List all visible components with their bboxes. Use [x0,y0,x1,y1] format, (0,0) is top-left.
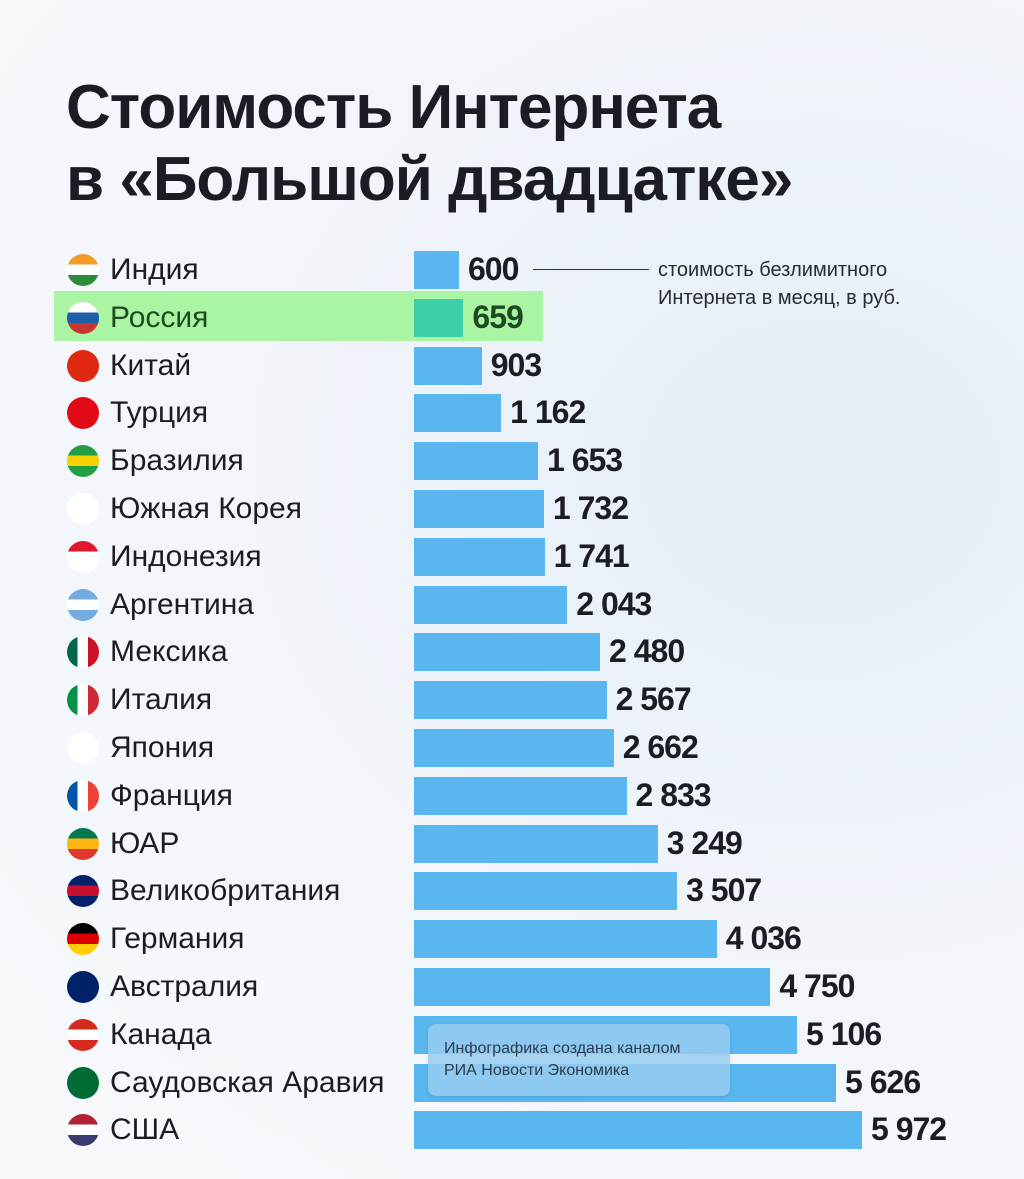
value-label: 2 833 [635,776,712,813]
flag-icon [67,1018,99,1051]
flag-icon [67,397,99,430]
flag-icon [67,540,99,573]
value-label: 600 [468,251,519,287]
bar-row: Китай 903 [0,343,1024,391]
category-label: Япония [110,731,215,764]
bar-row: Япония 2 662 [0,725,1024,773]
value-label: 1 741 [553,537,630,574]
value-label: 3 249 [666,824,743,861]
category-label: Мексика [110,635,228,669]
flag-icon [67,875,99,908]
flag-icon [67,779,99,812]
flag-icon [67,923,99,956]
value-label: 1 653 [547,442,623,479]
value-label: 2 480 [609,633,685,670]
category-label: Индонезия [110,539,262,573]
bar [414,776,627,815]
bar-row: Индонезия 1 741 [0,534,1024,582]
category-label: Италия [110,683,213,717]
value-label: 1 162 [510,394,586,431]
value-label: 1 732 [552,490,629,526]
bar-row: ЮАР 3 249 [0,821,1024,869]
flag-icon [67,636,99,669]
bar [414,298,464,337]
value-label: 2 662 [622,729,699,765]
value-label: 2 043 [576,585,652,622]
category-label: США [110,1113,180,1147]
bar-row: Аргентина 2 043 [0,582,1024,630]
annotation-leader-line [533,269,649,270]
flag-icon [67,588,99,621]
value-label: 2 567 [615,681,692,718]
bar [414,1111,862,1150]
value-label: 5 972 [871,1111,947,1148]
bar-row: Великобритания 3 507 [0,868,1024,916]
chart-title: Стоимость Интернета в «Большой двадцатке» [66,73,793,214]
value-label: 903 [490,346,542,383]
bar [414,251,459,289]
flag-icon [67,445,99,478]
value-label: 659 [472,298,523,335]
category-label: Саудовская Аравия [110,1065,385,1099]
bar-row: Мексика 2 480 [0,629,1024,677]
credit-box: Инфографика создана каналом РИА Новости … [428,1024,730,1096]
value-label: 3 507 [686,872,762,909]
flag-icon [67,971,99,1003]
bar [414,681,607,720]
value-label: 4 036 [725,920,802,957]
value-label: 4 750 [779,968,855,1004]
category-label: Бразилия [110,444,244,478]
bar [414,585,568,624]
bar-row: Индия 600 [0,247,1024,295]
credit-line-1: Инфографика создана каналом [444,1040,681,1057]
bar [414,490,544,528]
bar [414,442,538,481]
flag-icon [67,684,99,717]
bar [414,537,545,576]
flag-icon [67,301,99,334]
category-label: Великобритания [110,874,341,908]
category-label: Индия [110,253,199,286]
category-label: Франция [110,778,233,812]
bar-row: Южная Корея 1 732 [0,486,1024,534]
annotation-unit-note: стоимость безлимитного Интернета в месяц… [658,259,901,309]
flag-icon [67,254,99,286]
value-label: 5 626 [845,1063,921,1100]
category-label: Южная Корея [110,492,302,525]
bar-row: Италия 2 567 [0,677,1024,725]
flag-icon [67,349,99,382]
bar-row: Франция 2 833 [0,773,1024,821]
category-label: ЮАР [110,826,180,860]
value-label: 5 106 [806,1015,882,1052]
credit-line-2: РИА Новости Экономика [444,1062,630,1079]
category-label: Канада [110,1017,212,1051]
bar [414,394,502,433]
category-label: Аргентина [110,587,254,621]
bar-row: Россия 659 [0,290,1024,343]
category-label: Китай [110,348,192,382]
flag-icon [67,1066,99,1099]
flag-icon [67,493,99,525]
category-label: Австралия [110,970,259,1003]
bar-row: Бразилия 1 653 [0,438,1024,486]
category-label: Россия [110,300,209,334]
bar [414,872,678,911]
bar-row: США 5 972 [0,1107,1024,1155]
bar-row: Австралия 4 750 [0,964,1024,1012]
bar [414,920,717,959]
flag-icon [67,732,99,764]
flag-icon [67,1114,99,1147]
bar [414,968,771,1006]
bar [414,729,614,767]
flag-icon [67,827,99,860]
bar-row: Турция 1 162 [0,390,1024,438]
bar-row: Германия 4 036 [0,916,1024,964]
bar [414,346,482,385]
bar [414,633,601,672]
category-label: Турция [110,396,209,430]
bar [414,824,658,863]
category-label: Германия [110,922,245,956]
